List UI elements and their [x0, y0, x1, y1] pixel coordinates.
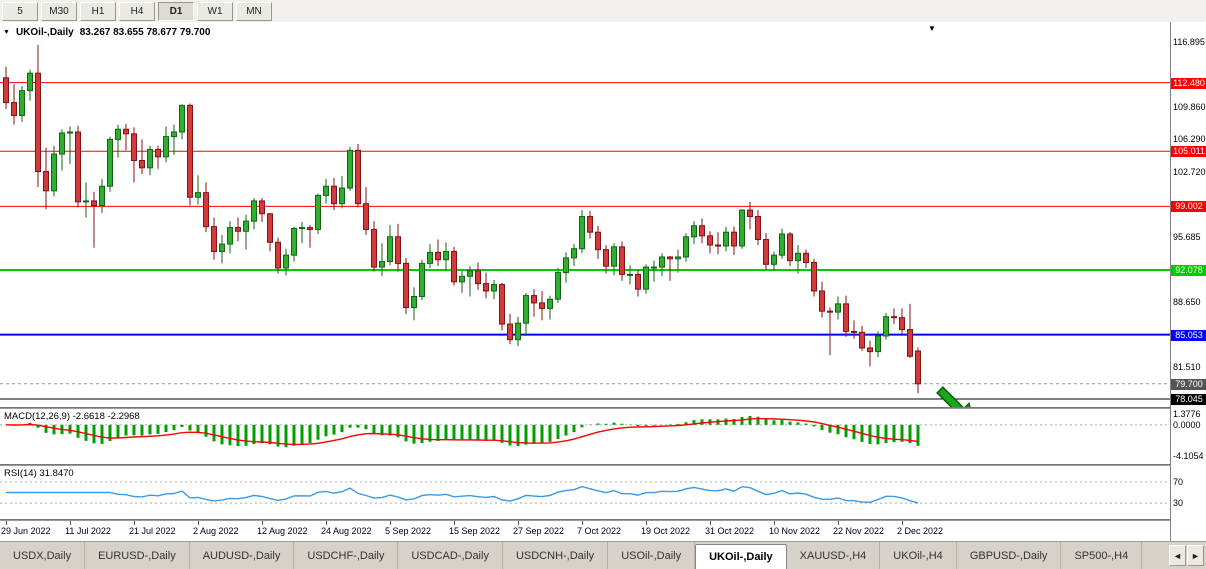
tab-usdcnh-daily[interactable]: USDCNH-,Daily [503, 542, 609, 569]
price-axis-label: 109.860 [1173, 101, 1206, 112]
timeframe-button-h1[interactable]: H1 [80, 1, 116, 21]
panel-divider[interactable] [0, 464, 1206, 467]
tab-eurusd-daily[interactable]: EURUSD-,Daily [85, 542, 190, 569]
price-axis-label: 102.720 [1173, 167, 1206, 178]
price-axis-label: 81.510 [1173, 362, 1201, 373]
macd-axis-label: -4.1054 [1173, 450, 1204, 461]
tab-ukoil-daily[interactable]: UKOil-,Daily [695, 544, 787, 569]
timeframe-button-5[interactable]: 5 [2, 1, 38, 21]
candlestick-chart[interactable] [0, 22, 1170, 407]
rsi-level-label: 70 [1173, 476, 1184, 487]
rsi-level-label: 30 [1173, 498, 1184, 509]
time-axis-label: 11 Jul 2022 [65, 526, 111, 536]
rsi-chart[interactable] [0, 466, 1170, 519]
panel-divider[interactable] [0, 407, 1206, 410]
time-axis-tick [710, 521, 711, 525]
hline-price-tag: 92.078 [1171, 265, 1206, 277]
time-axis-tick [454, 521, 455, 525]
tab-usdx-daily[interactable]: USDX,Daily [0, 542, 86, 569]
timeframe-button-w1[interactable]: W1 [197, 1, 233, 21]
tab-scroll-left-icon[interactable]: ◄ [1169, 545, 1186, 566]
time-axis-label: 29 Jun 2022 [1, 526, 51, 536]
price-axis-label: 95.685 [1173, 231, 1201, 242]
timeframe-button-m30[interactable]: M30 [41, 1, 77, 21]
tab-usdchf-daily[interactable]: USDCHF-,Daily [294, 542, 399, 569]
hline-price-tag: 105.011 [1171, 146, 1206, 158]
time-axis-label: 2 Dec 2022 [897, 526, 944, 536]
chart-end-marker-icon[interactable]: ▼ [928, 24, 936, 33]
time-axis-label: 10 Nov 2022 [769, 526, 821, 536]
tab-usoil-daily[interactable]: USOil-,Daily [608, 542, 696, 569]
timeframe-button-d1[interactable]: D1 [158, 1, 194, 21]
time-axis-label: 2 Aug 2022 [193, 526, 239, 536]
hline-price-tag: 112.480 [1171, 77, 1206, 89]
time-axis-tick [262, 521, 263, 525]
macd-axis-label: 0.0000 [1173, 419, 1201, 430]
tab-gbpusd-daily[interactable]: GBPUSD-,Daily [957, 542, 1062, 569]
time-axis-tick [70, 521, 71, 525]
chart-tabs-bar: USDX,Daily EURUSD-,Daily AUDUSD-,Daily USDC… [0, 541, 1206, 569]
tab-ukoil-h4[interactable]: UKOil-,H4 [880, 542, 957, 569]
macd-axis-label: 1.3776 [1173, 409, 1201, 420]
price-axis-label: 116.895 [1173, 36, 1205, 47]
time-axis-label: 27 Sep 2022 [513, 526, 565, 536]
tab-audusd-daily[interactable]: AUDUSD-,Daily [190, 542, 295, 569]
time-axis-tick [838, 521, 839, 525]
tab-scroll-buttons: ◄ ► [1169, 542, 1206, 569]
timeframe-toolbar: 5 M30 H1 H4 D1 W1 MN [0, 0, 1206, 23]
bid-price-tag: 79.700 [1171, 378, 1206, 390]
time-axis-label: 24 Aug 2022 [321, 526, 372, 536]
price-axis[interactable]: 116.895 109.860 106.290 102.720 95.685 88.650… [1170, 22, 1206, 541]
macd-chart[interactable] [0, 409, 1170, 464]
price-axis-label: 106.290 [1173, 134, 1206, 145]
time-axis-tick [646, 521, 647, 525]
time-axis-tick [134, 521, 135, 525]
time-axis[interactable]: 29 Jun 2022 11 Jul 2022 21 Jul 2022 2 Aug 2… [0, 521, 1170, 541]
price-axis-label: 88.650 [1173, 296, 1201, 307]
time-axis-label: 15 Sep 2022 [449, 526, 501, 536]
time-axis-label: 22 Nov 2022 [833, 526, 885, 536]
rsi-panel[interactable]: RSI(14) 31.8470 [0, 466, 1170, 519]
timeframe-button-h4[interactable]: H4 [119, 1, 155, 21]
time-axis-label: 31 Oct 2022 [705, 526, 755, 536]
time-axis-tick [390, 521, 391, 525]
macd-histogram [12, 415, 920, 448]
time-axis-tick [582, 521, 583, 525]
time-axis-label: 7 Oct 2022 [577, 526, 622, 536]
tab-scroll-right-icon[interactable]: ► [1187, 545, 1204, 566]
macd-signal-line [5, 417, 919, 446]
down-arrow-annotation[interactable] [932, 382, 981, 407]
rsi-line [6, 485, 919, 504]
time-axis-label: 19 Oct 2022 [641, 526, 691, 536]
time-axis-tick [774, 521, 775, 525]
price-chart-panel[interactable]: ▼ UKOil-,Daily 83.267 83.655 78.677 79.7… [0, 22, 1170, 407]
panel-divider[interactable] [0, 519, 1206, 522]
hline-price-tag: 85.053 [1171, 329, 1206, 341]
macd-panel[interactable]: MACD(12,26,9) -2.6618 -2.2968 [0, 409, 1170, 464]
timeframe-button-mn[interactable]: MN [236, 1, 272, 21]
time-axis-tick [6, 521, 7, 525]
time-axis-label: 21 Jul 2022 [129, 526, 176, 536]
time-axis-label: 12 Aug 2022 [257, 526, 308, 536]
time-axis-tick [518, 521, 519, 525]
time-axis-tick [902, 521, 903, 525]
hline-price-tag: 78.045 [1171, 393, 1206, 405]
time-axis-tick [326, 521, 327, 525]
tab-sp500-h4[interactable]: SP500-,H4 [1061, 542, 1143, 569]
candles-layer [3, 44, 921, 394]
tab-xauusd-h4[interactable]: XAUUSD-,H4 [787, 542, 881, 569]
time-axis-label: 5 Sep 2022 [385, 526, 432, 536]
hline-price-tag: 99.002 [1171, 201, 1206, 213]
time-axis-tick [198, 521, 199, 525]
tab-usdcad-daily[interactable]: USDCAD-,Daily [398, 542, 503, 569]
